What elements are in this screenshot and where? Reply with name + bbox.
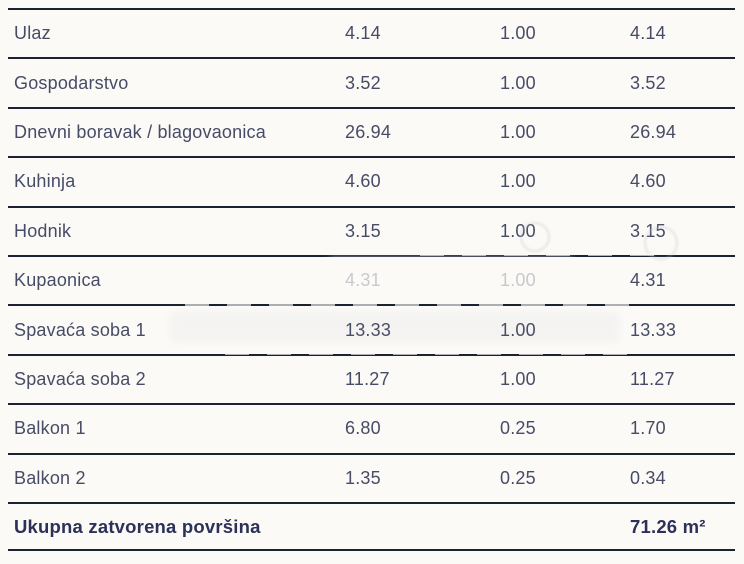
table-row: Kuhinja 4.60 1.00 4.60 (8, 156, 735, 205)
area-cell: 4.60 (345, 171, 381, 192)
room-name-cell: Balkon 1 (14, 418, 86, 439)
room-name-cell: Dnevni boravak / blagovaonica (14, 121, 266, 142)
weighted-area-cell: 0.34 (630, 467, 666, 488)
room-name-cell: Balkon 2 (14, 467, 86, 488)
table-row: Spavaća soba 1 13.33 1.00 13.33 (8, 304, 735, 353)
weighted-area-cell: 4.60 (630, 171, 666, 192)
area-cell: 11.27 (345, 368, 390, 389)
weighted-area-cell: 26.94 (630, 121, 677, 142)
area-cell: 6.80 (345, 418, 381, 439)
area-cell: 4.31 (345, 270, 381, 291)
coefficient-cell: 1.00 (500, 23, 536, 44)
room-name-cell: Hodnik (14, 220, 72, 241)
area-cell: 3.52 (345, 72, 381, 93)
area-cell: 13.33 (345, 319, 392, 340)
room-name-cell: Spavaća soba 1 (14, 319, 146, 340)
table-row: Ulaz 4.14 1.00 4.14 (8, 8, 735, 57)
weighted-area-cell: 4.14 (630, 23, 666, 44)
coefficient-cell: 1.00 (500, 270, 536, 291)
table-row: Dnevni boravak / blagovaonica 26.94 1.00… (8, 106, 735, 156)
table-row: Balkon 2 1.35 0.25 0.34 (8, 452, 735, 502)
table-row: Balkon 1 6.80 0.25 1.70 (8, 403, 735, 452)
table-row: Gospodarstvo 3.52 1.00 3.52 (8, 57, 735, 106)
weighted-area-cell: 3.15 (630, 220, 666, 241)
table-row: Kupaonica 4.31 1.00 4.31 (8, 254, 735, 304)
table-footer-row: Ukupna zatvorena površina 71.26 m² (8, 501, 735, 552)
area-cell: 1.35 (345, 467, 381, 488)
room-name-cell: Gospodarstvo (14, 72, 129, 93)
room-name-cell: Kupaonica (14, 270, 101, 291)
coefficient-cell: 1.00 (500, 368, 536, 389)
table-row: Spavaća soba 2 11.27 1.00 11.27 (8, 353, 735, 403)
area-cell: 3.15 (345, 220, 381, 241)
area-cell: 26.94 (345, 121, 392, 142)
coefficient-cell: 1.00 (500, 319, 536, 340)
coefficient-cell: 0.25 (500, 467, 536, 488)
weighted-area-cell: 1.70 (630, 418, 666, 439)
coefficient-cell: 1.00 (500, 72, 536, 93)
weighted-area-cell: 11.27 (630, 368, 675, 389)
total-label: Ukupna zatvorena površina (14, 515, 261, 537)
total-value: 71.26 m² (630, 515, 706, 537)
weighted-area-cell: 3.52 (630, 72, 666, 93)
weighted-area-cell: 13.33 (630, 319, 677, 340)
table-row: Hodnik 3.15 1.00 3.15 (8, 205, 735, 255)
room-name-cell: Kuhinja (14, 171, 76, 192)
room-name-cell: Ulaz (14, 23, 51, 44)
coefficient-cell: 0.25 (500, 418, 536, 439)
weighted-area-cell: 4.31 (630, 270, 666, 291)
coefficient-cell: 1.00 (500, 121, 536, 142)
room-area-table: Ulaz 4.14 1.00 4.14 Gospodarstvo 3.52 1.… (8, 8, 735, 552)
area-cell: 4.14 (345, 23, 381, 44)
coefficient-cell: 1.00 (500, 220, 536, 241)
coefficient-cell: 1.00 (500, 171, 536, 192)
room-name-cell: Spavaća soba 2 (14, 368, 146, 389)
